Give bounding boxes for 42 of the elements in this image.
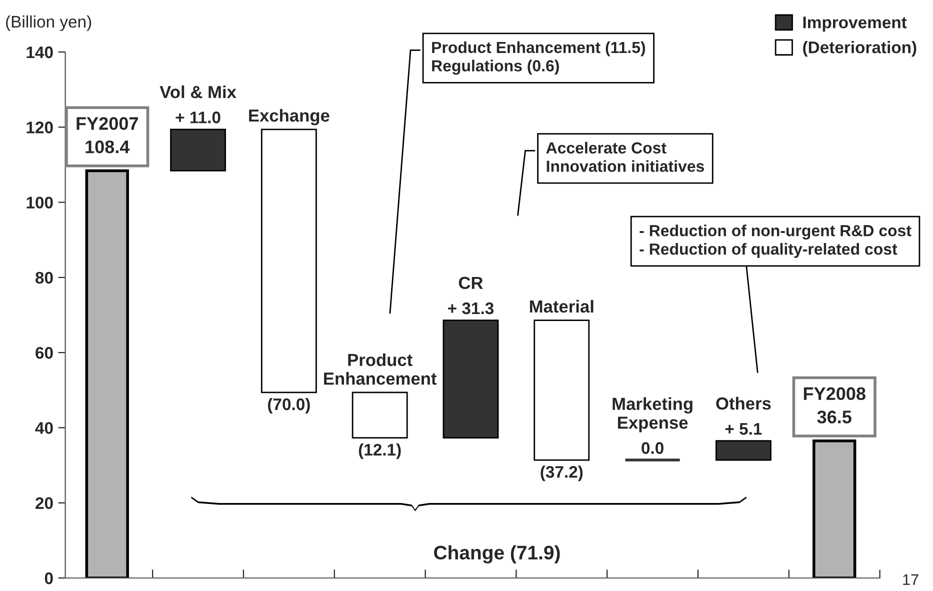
annotation: Accelerate Cost Innovation initiatives [546, 142, 704, 172]
x-tick-label: Product Enhancement [324, 353, 437, 385]
x-tick-label: Material [530, 300, 594, 313]
y-tick-label: 80 [35, 272, 53, 284]
y-tick-label: 120 [26, 122, 53, 134]
legend-label: (Deterioration) [803, 41, 916, 57]
y-tick-label: 40 [35, 422, 53, 434]
data-label: (37.2) [540, 466, 583, 482]
data-label: 0.0 [642, 442, 664, 454]
data-label: + 5.1 [725, 423, 762, 435]
data-label: (12.1) [358, 443, 401, 459]
y-tick-label: 20 [36, 497, 53, 510]
bar [715, 440, 772, 461]
x-tick-label: Others [716, 396, 771, 410]
x-tick-label: Vol & Mix [160, 85, 236, 98]
bar [534, 320, 590, 461]
y-tick-label: 100 [26, 196, 53, 208]
bar [260, 128, 317, 394]
data-label: + 31.3 [448, 302, 494, 314]
data-label: (70.0) [268, 398, 310, 414]
data-label: 108.4 [86, 140, 130, 154]
annotation: - Reduction of non-urgent R&D cost - Reduction of quality-related cost [640, 224, 912, 258]
x-tick-label: FY2008 [804, 387, 866, 400]
y-axis-title: (Billion yen) [6, 15, 92, 31]
x-tick-label: CR [458, 276, 483, 290]
bar [442, 320, 499, 439]
x-tick-label: Marketing Expense [612, 397, 692, 432]
data-label: 36.5 [817, 410, 852, 424]
y-tick-label: 140 [26, 46, 53, 58]
legend-label: Improvement [803, 16, 907, 32]
data-label: + 11.0 [176, 112, 220, 124]
x-tick-label: FY2007 [76, 117, 138, 130]
bar [352, 392, 408, 439]
bar [812, 439, 856, 578]
x-tick-label: Exchange [249, 108, 330, 126]
bar [85, 169, 129, 578]
bar [170, 128, 226, 172]
annotation: Change (71.9) [434, 545, 560, 564]
y-tick-label: 60 [36, 346, 53, 359]
annotation: Product Enhancement (11.5) Regulations (0.6) [432, 41, 646, 75]
y-tick-label: 0 [44, 572, 53, 584]
text: 17 [903, 574, 918, 585]
